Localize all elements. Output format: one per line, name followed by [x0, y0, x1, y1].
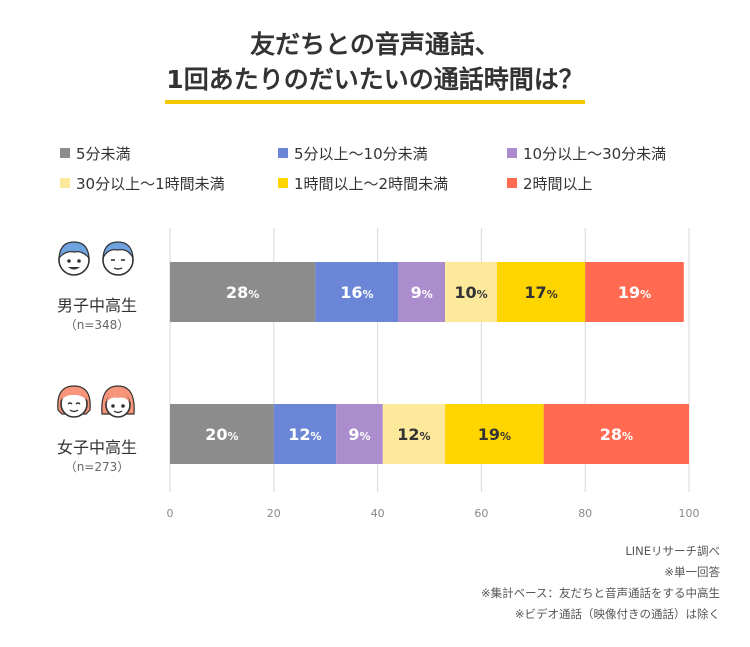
data-label-1-4: 10% [454, 283, 487, 302]
legend-swatch-2 [278, 148, 288, 158]
data-label-2-6: 28% [600, 425, 633, 444]
data-label-1-1: 28% [226, 283, 259, 302]
legend-label-6: 2時間以上 [523, 174, 593, 193]
x-tick-label: 40 [371, 507, 385, 520]
legend-label-4: 30分以上〜1時間未満 [76, 174, 225, 193]
data-label-2-5: 19% [478, 425, 511, 444]
base-note: ※集計ベース：友だちと音声通話をする中高生 [480, 586, 720, 600]
girl-face-left-icon [57, 385, 91, 418]
bar-segment-1-4 [445, 262, 497, 322]
data-label-2-4: 12% [397, 425, 430, 444]
legend-label-5: 1時間以上〜2時間未満 [294, 174, 449, 193]
girl-face-right-icon [101, 385, 135, 418]
legend-item-4: 30分以上〜1時間未満 [60, 173, 225, 193]
legend-swatch-6 [507, 178, 517, 188]
chart-title-line2: 1回あたりのだいたいの通話時間は？ [166, 65, 584, 94]
x-tick-label: 20 [267, 507, 281, 520]
group-label-girls: 女子中高生 [56, 438, 137, 457]
legend-label-1: 5分未満 [76, 144, 131, 163]
x-tick-label: 60 [474, 507, 488, 520]
x-tick-label: 100 [679, 507, 700, 520]
legend-swatch-3 [507, 148, 517, 158]
bar-segment-2-4 [382, 404, 446, 464]
girls-icon [57, 385, 135, 418]
group-n-boys: （n=348） [64, 318, 130, 332]
data-label-2-2: 12% [288, 425, 321, 444]
data-label-2-3: 9% [348, 425, 370, 444]
bar-segment-2-5 [445, 404, 544, 464]
bar-segment-1-1 [170, 262, 316, 322]
bar-segment-1-2 [315, 262, 399, 322]
data-label-2-1: 20% [205, 425, 238, 444]
legend-swatch-5 [278, 178, 288, 188]
bar-segment-2-3 [336, 404, 383, 464]
group-label-boys: 男子中高生 [56, 296, 137, 315]
legend-item-3: 10分以上〜30分未満 [507, 143, 666, 163]
bar-segment-2-1 [170, 404, 274, 464]
legend-swatch-1 [60, 148, 70, 158]
data-label-1-6: 19% [618, 283, 651, 302]
data-label-1-5: 17% [524, 283, 557, 302]
answer-type-note: ※単一回答 [664, 565, 720, 579]
x-tick-label: 80 [578, 507, 592, 520]
boys-icon [58, 241, 134, 276]
bar-segment-2-6 [543, 404, 689, 464]
boy-face-left-icon [58, 241, 90, 276]
legend-item-1: 5分未満 [60, 143, 131, 163]
chart-title-line1: 友だちとの音声通話、 [250, 30, 500, 59]
legend-label-2: 5分以上〜10分未満 [294, 144, 428, 163]
bar-segment-1-3 [398, 262, 446, 322]
legend-item-5: 1時間以上〜2時間未満 [278, 173, 448, 193]
x-tick-label: 0 [167, 507, 174, 520]
bar-segment-2-2 [273, 404, 337, 464]
exclusion-note: ※ビデオ通話（映像付きの通話）は除く [514, 607, 720, 621]
legend-item-2: 5分以上〜10分未満 [278, 143, 428, 163]
data-label-1-2: 16% [340, 283, 373, 302]
boy-face-right-icon [102, 241, 134, 276]
legend-swatch-4 [60, 178, 70, 188]
bar-segment-1-5 [496, 262, 586, 322]
title-underline [165, 100, 585, 104]
legend-label-3: 10分以上〜30分未満 [523, 144, 667, 163]
data-label-1-3: 9% [411, 283, 433, 302]
group-n-girls: （n=273） [64, 460, 130, 474]
source-note: LINEリサーチ調べ [625, 544, 720, 558]
legend-item-6: 2時間以上 [507, 173, 593, 193]
bar-segment-1-6 [585, 262, 684, 322]
